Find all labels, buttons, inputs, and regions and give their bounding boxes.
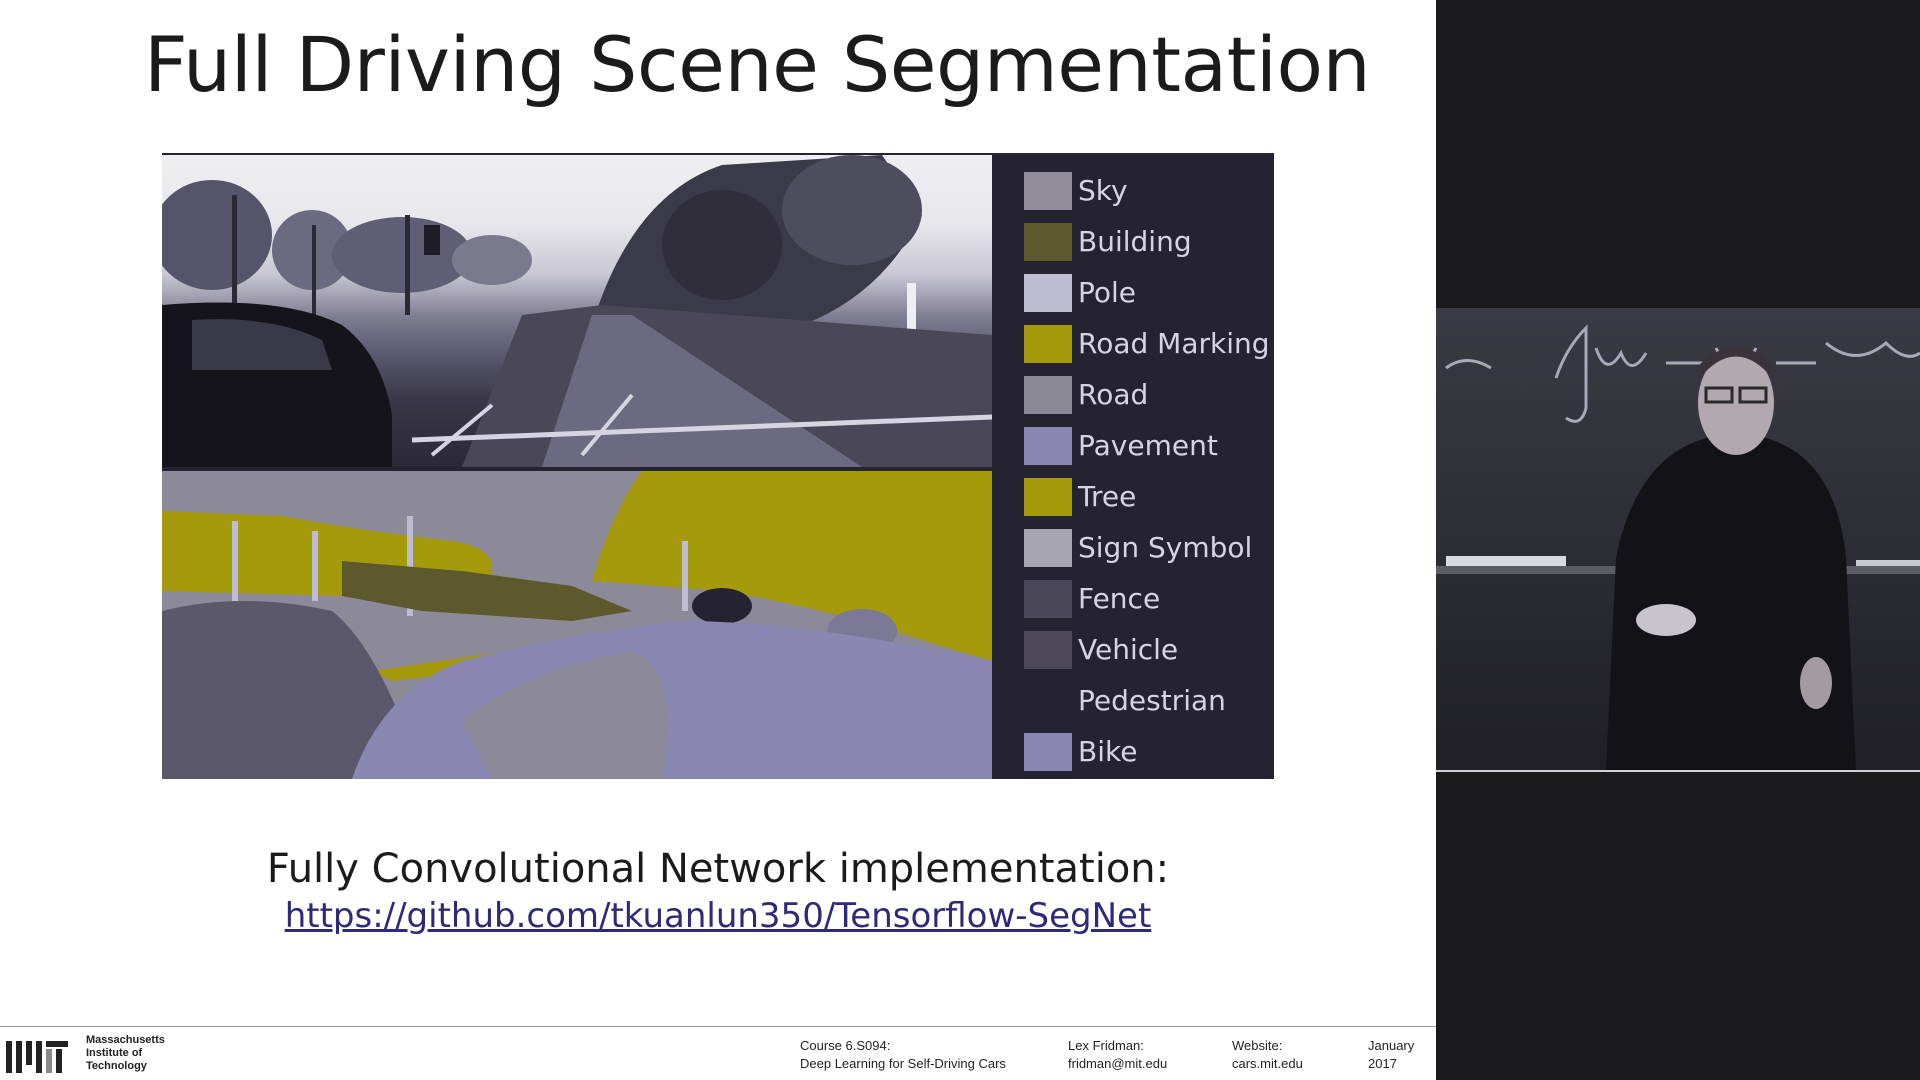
legend-item-tree: Tree <box>1024 471 1264 522</box>
author-email: fridman@mit.edu <box>1068 1056 1168 1071</box>
legend-label-sign-symbol: Sign Symbol <box>1078 531 1253 564</box>
mit-logo-icon <box>6 1041 68 1073</box>
date-month: January <box>1368 1038 1415 1053</box>
date-year: 2017 <box>1368 1056 1397 1071</box>
legend-item-fence: Fence <box>1024 573 1264 624</box>
legend-item-sky: Sky <box>1024 165 1264 216</box>
legend-label-bike: Bike <box>1078 735 1138 768</box>
legend: Sky Building Pole Road Marking Road Pave… <box>1024 165 1270 777</box>
legend-item-building: Building <box>1024 216 1264 267</box>
legend-label-fence: Fence <box>1078 582 1161 615</box>
segmentation-figure: Sky Building Pole Road Marking Road Pave… <box>162 153 1274 779</box>
author-name: Lex Fridman: <box>1068 1038 1144 1053</box>
website-label: Website: <box>1232 1038 1283 1053</box>
legend-item-road: Road <box>1024 369 1264 420</box>
legend-item-pole: Pole <box>1024 267 1264 318</box>
website-url: cars.mit.edu <box>1232 1056 1303 1071</box>
legend-label-building: Building <box>1078 225 1192 258</box>
caption: Fully Convolutional Network implementati… <box>266 846 1170 892</box>
legend-swatch-building <box>1024 222 1072 261</box>
slide: Full Driving Scene Segmentation <box>0 0 1436 1080</box>
course-code: Course 6.S094: <box>800 1038 891 1053</box>
legend-label-pole: Pole <box>1078 276 1137 309</box>
legend-label-pedestrian: Pedestrian <box>1078 684 1226 717</box>
author-info: Lex Fridman: fridman@mit.edu <box>1068 1037 1167 1073</box>
legend-swatch-fence <box>1024 579 1072 618</box>
legend-swatch-sign-symbol <box>1024 528 1072 567</box>
legend-swatch-tree <box>1024 477 1072 516</box>
lecturer-video <box>1436 308 1920 772</box>
course-info: Course 6.S094: Deep Learning for Self-Dr… <box>800 1037 1006 1073</box>
legend-swatch-bike <box>1024 732 1072 771</box>
video-panel <box>1436 0 1920 1080</box>
repo-link[interactable]: https://github.com/tkuanlun350/Tensorflo… <box>284 896 1152 936</box>
legend-item-bike: Bike <box>1024 726 1264 777</box>
legend-label-sky: Sky <box>1078 174 1128 207</box>
slide-title: Full Driving Scene Segmentation <box>144 20 1371 109</box>
institution-name: Massachusetts Institute of Technology <box>86 1034 165 1072</box>
legend-swatch-pedestrian <box>1024 681 1072 720</box>
segmentation-map <box>162 471 992 779</box>
legend-item-sign-symbol: Sign Symbol <box>1024 522 1264 573</box>
date-info: January 2017 <box>1368 1037 1414 1073</box>
legend-swatch-sky <box>1024 171 1072 210</box>
camera-image <box>162 155 992 467</box>
legend-item-road-marking: Road Marking <box>1024 318 1270 369</box>
legend-swatch-road <box>1024 375 1072 414</box>
footer: Massachusetts Institute of Technology Co… <box>0 1026 1436 1080</box>
legend-label-road-marking: Road Marking <box>1078 327 1270 360</box>
legend-swatch-road-marking <box>1024 324 1072 363</box>
website-info: Website: cars.mit.edu <box>1232 1037 1303 1073</box>
course-name: Deep Learning for Self-Driving Cars <box>800 1056 1006 1071</box>
legend-item-pavement: Pavement <box>1024 420 1264 471</box>
legend-swatch-pavement <box>1024 426 1072 465</box>
legend-item-vehicle: Vehicle <box>1024 624 1264 675</box>
legend-label-vehicle: Vehicle <box>1078 633 1179 666</box>
legend-label-tree: Tree <box>1078 480 1137 513</box>
legend-label-pavement: Pavement <box>1078 429 1218 462</box>
legend-swatch-vehicle <box>1024 630 1072 669</box>
legend-label-road: Road <box>1078 378 1149 411</box>
legend-item-pedestrian: Pedestrian <box>1024 675 1264 726</box>
legend-swatch-pole <box>1024 273 1072 312</box>
